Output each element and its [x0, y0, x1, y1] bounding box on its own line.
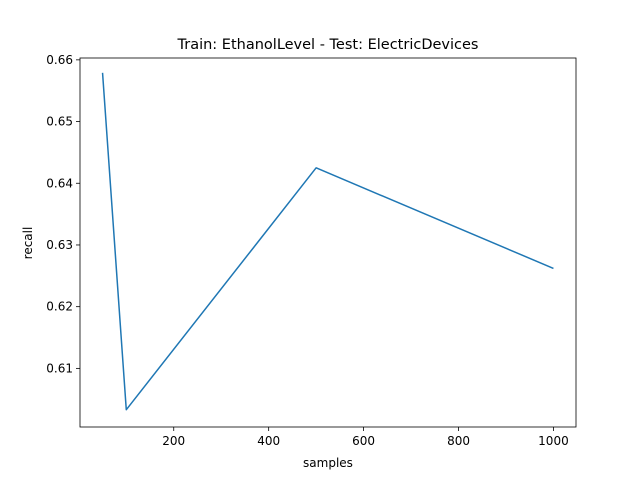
y-tick-label: 0.62 [46, 300, 73, 314]
x-tick-label: 400 [257, 434, 280, 448]
y-tick-label: 0.64 [46, 176, 73, 190]
plot-frame [79, 57, 577, 428]
x-tick-label: 800 [447, 434, 470, 448]
x-tick-label: 600 [352, 434, 375, 448]
y-axis-label: recall [21, 227, 35, 260]
y-tick-label: 0.63 [46, 238, 73, 252]
y-tick-label: 0.61 [46, 361, 73, 375]
y-axis-ticks: 0.61 0.62 0.63 0.64 0.65 0.66 [46, 53, 80, 375]
plot-background [80, 58, 576, 427]
x-axis-label: samples [303, 456, 353, 470]
series-layer [101, 72, 554, 411]
plot-area [80, 58, 576, 427]
x-axis-ticks: 200 400 600 800 1000 [162, 427, 569, 448]
series-line-0 [101, 72, 554, 411]
x-tick-label: 200 [162, 434, 185, 448]
y-tick-label: 0.66 [46, 53, 73, 67]
chart-title: Train: EthanolLevel - Test: ElectricDevi… [177, 37, 479, 53]
x-tick-label: 1000 [538, 434, 569, 448]
y-tick-label: 0.65 [46, 115, 73, 129]
